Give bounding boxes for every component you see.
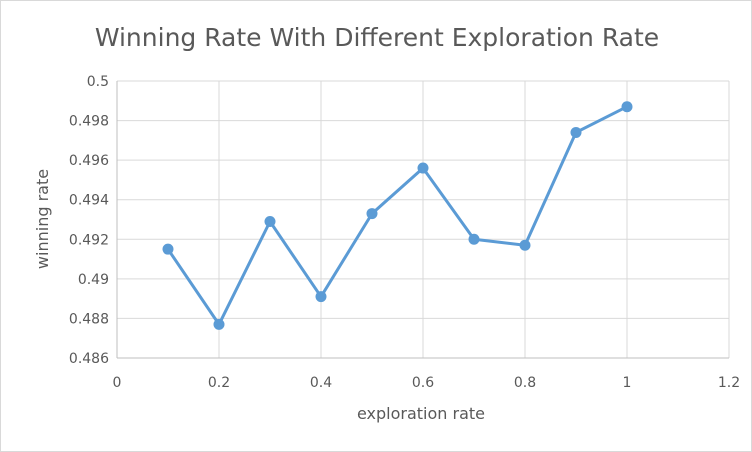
x-tick-label: 0: [113, 375, 122, 391]
gridlines: [116, 80, 730, 359]
y-tick-label: 0.498: [69, 114, 109, 130]
y-tick-label: 0.5: [87, 74, 109, 90]
y-axis-label: winning rate: [33, 169, 52, 269]
data-point: [213, 318, 225, 330]
series-layer: [162, 101, 633, 330]
chart-title: Winning Rate With Different Exploration …: [95, 23, 659, 52]
x-tick-label: 0.2: [208, 375, 230, 391]
x-tick-label: 0.4: [310, 375, 332, 391]
x-tick-label: 1: [623, 375, 632, 391]
x-axis-ticks: 0 0.2 0.4 0.6 0.8 1 1.2: [113, 375, 741, 391]
data-point: [366, 208, 378, 220]
y-tick-label: 0.488: [69, 311, 109, 327]
x-tick-label: 0.6: [412, 375, 434, 391]
y-tick-label: 0.49: [78, 272, 109, 288]
y-tick-label: 0.494: [69, 193, 109, 209]
y-tick-label: 0.486: [69, 351, 109, 367]
data-point: [264, 215, 276, 227]
x-tick-label: 0.8: [514, 375, 536, 391]
x-tick-label: 1.2: [718, 375, 740, 391]
y-tick-label: 0.496: [69, 153, 109, 169]
data-point: [519, 239, 531, 251]
y-tick-label: 0.492: [69, 232, 109, 248]
data-point: [468, 233, 480, 245]
data-point: [621, 101, 633, 113]
x-axis-label: exploration rate: [357, 404, 485, 423]
data-point: [570, 126, 582, 138]
data-point: [417, 162, 429, 174]
data-point: [162, 243, 174, 255]
y-axis-ticks: 0.486 0.488 0.49 0.492 0.494 0.496 0.498 0.5: [69, 74, 109, 367]
data-point: [315, 291, 327, 303]
series-line: [166, 105, 629, 326]
